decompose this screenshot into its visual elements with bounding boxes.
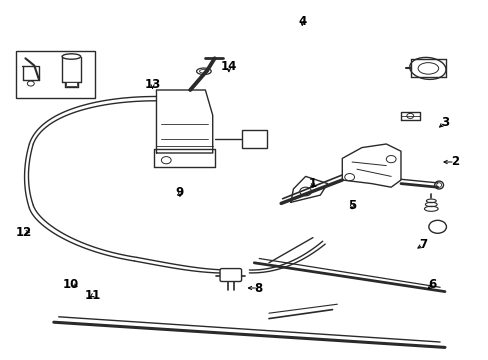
FancyBboxPatch shape	[220, 269, 241, 282]
Text: 2: 2	[450, 156, 458, 168]
Text: 1: 1	[308, 177, 316, 190]
FancyBboxPatch shape	[242, 130, 266, 148]
Text: 3: 3	[440, 116, 448, 129]
FancyBboxPatch shape	[16, 51, 95, 98]
Text: 7: 7	[418, 238, 426, 251]
FancyBboxPatch shape	[66, 82, 77, 86]
Text: 5: 5	[347, 199, 355, 212]
Text: 6: 6	[428, 278, 436, 291]
Text: 14: 14	[220, 60, 237, 73]
Text: 10: 10	[62, 278, 79, 291]
Text: 11: 11	[84, 289, 101, 302]
Text: 4: 4	[298, 15, 305, 28]
Text: 12: 12	[15, 226, 32, 239]
Text: 13: 13	[144, 78, 161, 91]
Text: 8: 8	[254, 282, 262, 294]
Text: 9: 9	[176, 186, 183, 199]
